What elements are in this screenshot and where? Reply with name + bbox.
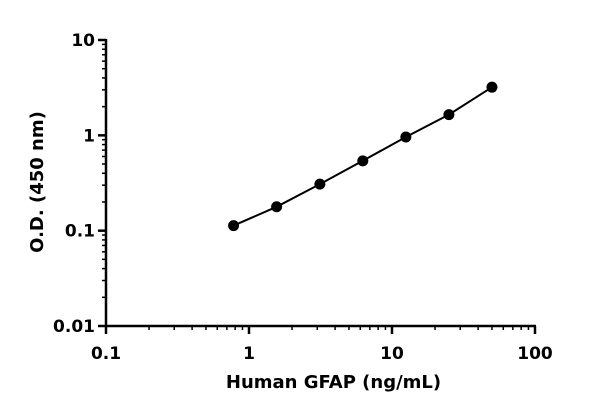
x-axis-title: Human GFAP (ng/mL)	[226, 372, 441, 393]
x-tick-label: 1	[243, 344, 255, 364]
data-point	[486, 81, 498, 93]
y-tick-label: 10	[71, 31, 95, 51]
data-point	[443, 109, 455, 121]
axes	[104, 39, 536, 328]
data-points	[228, 81, 498, 232]
ticks	[98, 38, 537, 334]
x-tick-label: 10	[380, 344, 404, 364]
tick-labels: 0.1 1 10 100 0.01 0.1 1 10	[53, 31, 553, 364]
data-point	[357, 155, 369, 167]
y-tick-label: 0.1	[65, 222, 95, 242]
y-tick-label: 0.01	[53, 317, 95, 337]
data-point	[271, 201, 283, 213]
x-tick-label: 0.1	[91, 344, 121, 364]
y-axis-title: O.D. (450 nm)	[27, 111, 48, 253]
x-tick-label: 100	[517, 344, 553, 364]
data-point	[314, 178, 326, 190]
data-point	[228, 220, 240, 232]
data-point	[400, 131, 412, 143]
y-tick-label: 1	[83, 126, 95, 146]
